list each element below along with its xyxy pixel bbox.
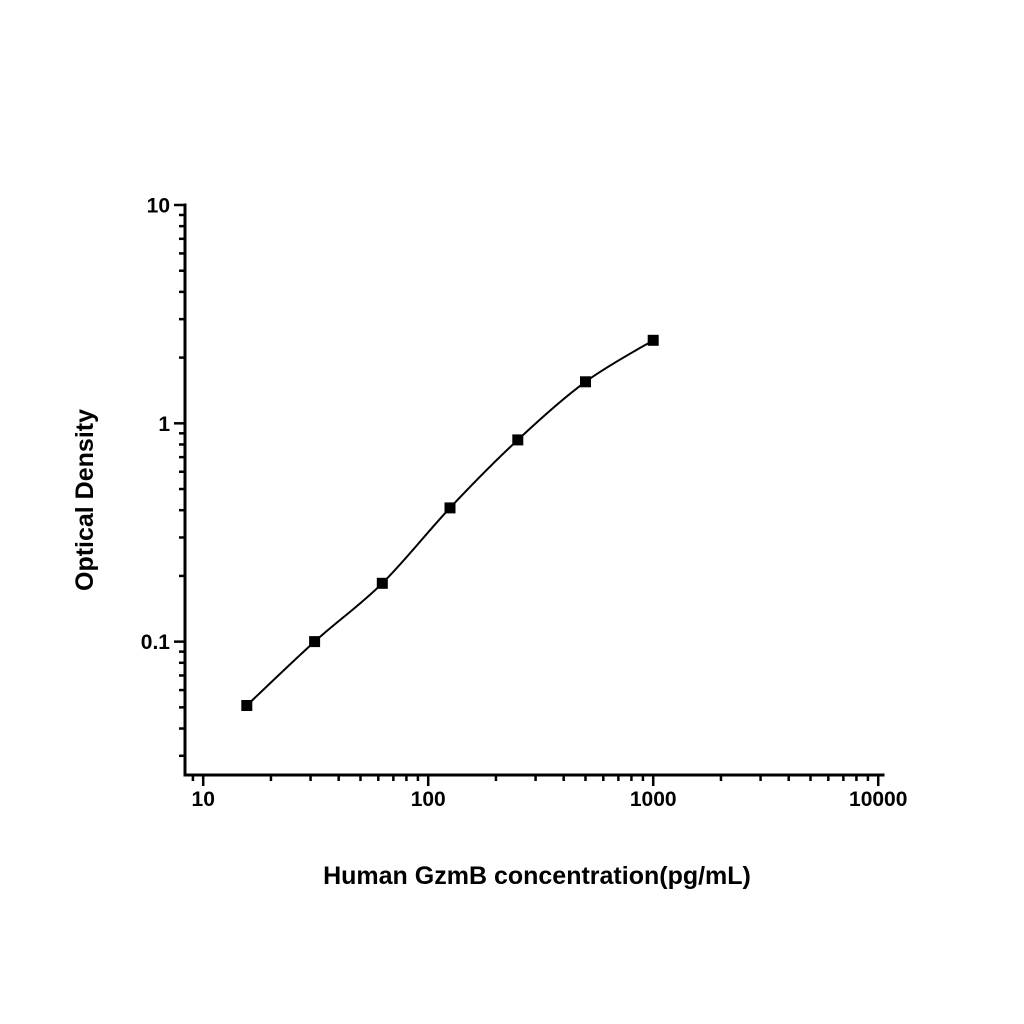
data-point-marker bbox=[580, 376, 591, 388]
x-tick-label: 10000 bbox=[849, 788, 907, 811]
axis-ticks bbox=[174, 203, 880, 786]
x-tick-label: 10 bbox=[192, 788, 215, 811]
x-tick-label: 100 bbox=[411, 788, 446, 811]
y-tick-label: 0.1 bbox=[141, 631, 171, 654]
y-axis-title: Optical Density bbox=[71, 409, 99, 591]
data-point-marker bbox=[241, 700, 253, 711]
curve-path bbox=[246, 339, 654, 707]
x-axis-title: Human GzmB concentration(pg/mL) bbox=[323, 862, 751, 890]
data-point-marker bbox=[309, 636, 321, 648]
axis-tick-labels: 10 100 1000 10000 10 1 0.1 bbox=[141, 195, 908, 812]
y-tick-label: 10 bbox=[147, 195, 170, 218]
x-tick-label: 1000 bbox=[630, 788, 677, 811]
axis-spine bbox=[183, 203, 885, 777]
data-point-marker bbox=[444, 502, 456, 514]
data-point-marker bbox=[647, 334, 659, 346]
data-point-marker bbox=[376, 577, 388, 589]
axes bbox=[183, 203, 885, 777]
data-series bbox=[241, 334, 659, 711]
data-point-marker bbox=[512, 434, 524, 446]
y-tick-label: 1 bbox=[158, 413, 170, 436]
